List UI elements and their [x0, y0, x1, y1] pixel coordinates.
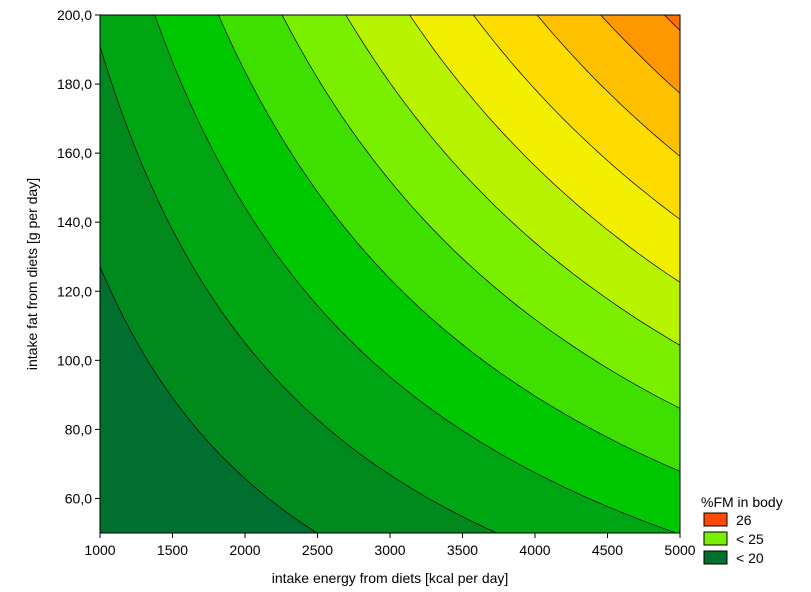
x-tick-label: 1000	[84, 542, 115, 558]
x-axis-label: intake energy from diets [kcal per day]	[272, 570, 509, 586]
x-axis-ticks: 1000 1500 2000 2500 3000 3500 4000 4500 5000	[84, 533, 696, 558]
legend-label-lt20: < 20	[736, 550, 764, 566]
y-axis-label: intake fat from diets [g per day]	[24, 178, 40, 370]
y-tick-label: 140,0	[57, 214, 92, 230]
x-tick-label: 5000	[664, 542, 695, 558]
contour-line-6	[409, 15, 680, 283]
contour-line-8	[536, 15, 680, 157]
contour-line-4	[281, 15, 680, 409]
y-tick-label: 120,0	[57, 283, 92, 299]
x-tick-label: 4500	[592, 542, 623, 558]
legend-swatch-26	[703, 512, 728, 527]
contour-line-9	[600, 15, 680, 94]
contour-bands	[100, 15, 680, 533]
y-tick-label: 60,0	[65, 490, 92, 506]
contour-band-1	[100, 46, 497, 533]
contour-line-5	[345, 15, 680, 346]
legend-swatch-lt20	[703, 550, 728, 565]
y-tick-label: 100,0	[57, 352, 92, 368]
legend-title: %FM in body	[701, 494, 783, 510]
contour-line-2	[154, 15, 678, 533]
y-tick-label: 160,0	[57, 145, 92, 161]
x-tick-label: 2000	[229, 542, 260, 558]
contour-lines	[100, 15, 680, 533]
contour-line-0	[100, 265, 318, 533]
y-tick-label: 200,0	[57, 7, 92, 23]
legend: %FM in body 26 < 25 < 20	[701, 494, 783, 566]
x-tick-label: 1500	[157, 542, 188, 558]
legend-swatch-lt25	[703, 531, 728, 546]
contour-line-3	[218, 15, 680, 472]
contour-band-0	[100, 266, 318, 533]
y-tick-label: 80,0	[65, 421, 92, 437]
contour-line-7	[472, 15, 680, 220]
legend-label-lt25: < 25	[736, 531, 764, 547]
x-tick-label: 3000	[374, 542, 405, 558]
y-axis-ticks: 60,0 80,0 100,0 120,0 140,0 160,0 180,0 200,0	[57, 7, 100, 506]
x-tick-label: 2500	[302, 542, 333, 558]
x-tick-label: 3500	[447, 542, 478, 558]
contour-line-1	[100, 44, 498, 533]
x-tick-label: 4000	[519, 542, 550, 558]
legend-label-26: 26	[736, 512, 752, 528]
y-tick-label: 180,0	[57, 76, 92, 92]
